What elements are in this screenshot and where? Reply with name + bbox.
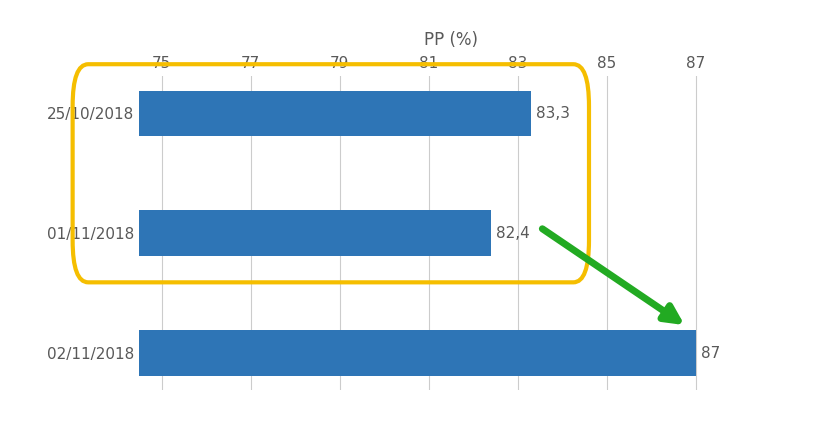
Text: 87: 87: [700, 346, 720, 360]
Text: 82,4: 82,4: [495, 226, 530, 241]
Bar: [0, 91, 531, 136]
X-axis label: PP (%): PP (%): [423, 31, 477, 49]
FancyArrowPatch shape: [541, 229, 677, 321]
Bar: [0, 210, 491, 256]
Bar: [0, 330, 695, 376]
Text: 83,3: 83,3: [536, 106, 570, 121]
